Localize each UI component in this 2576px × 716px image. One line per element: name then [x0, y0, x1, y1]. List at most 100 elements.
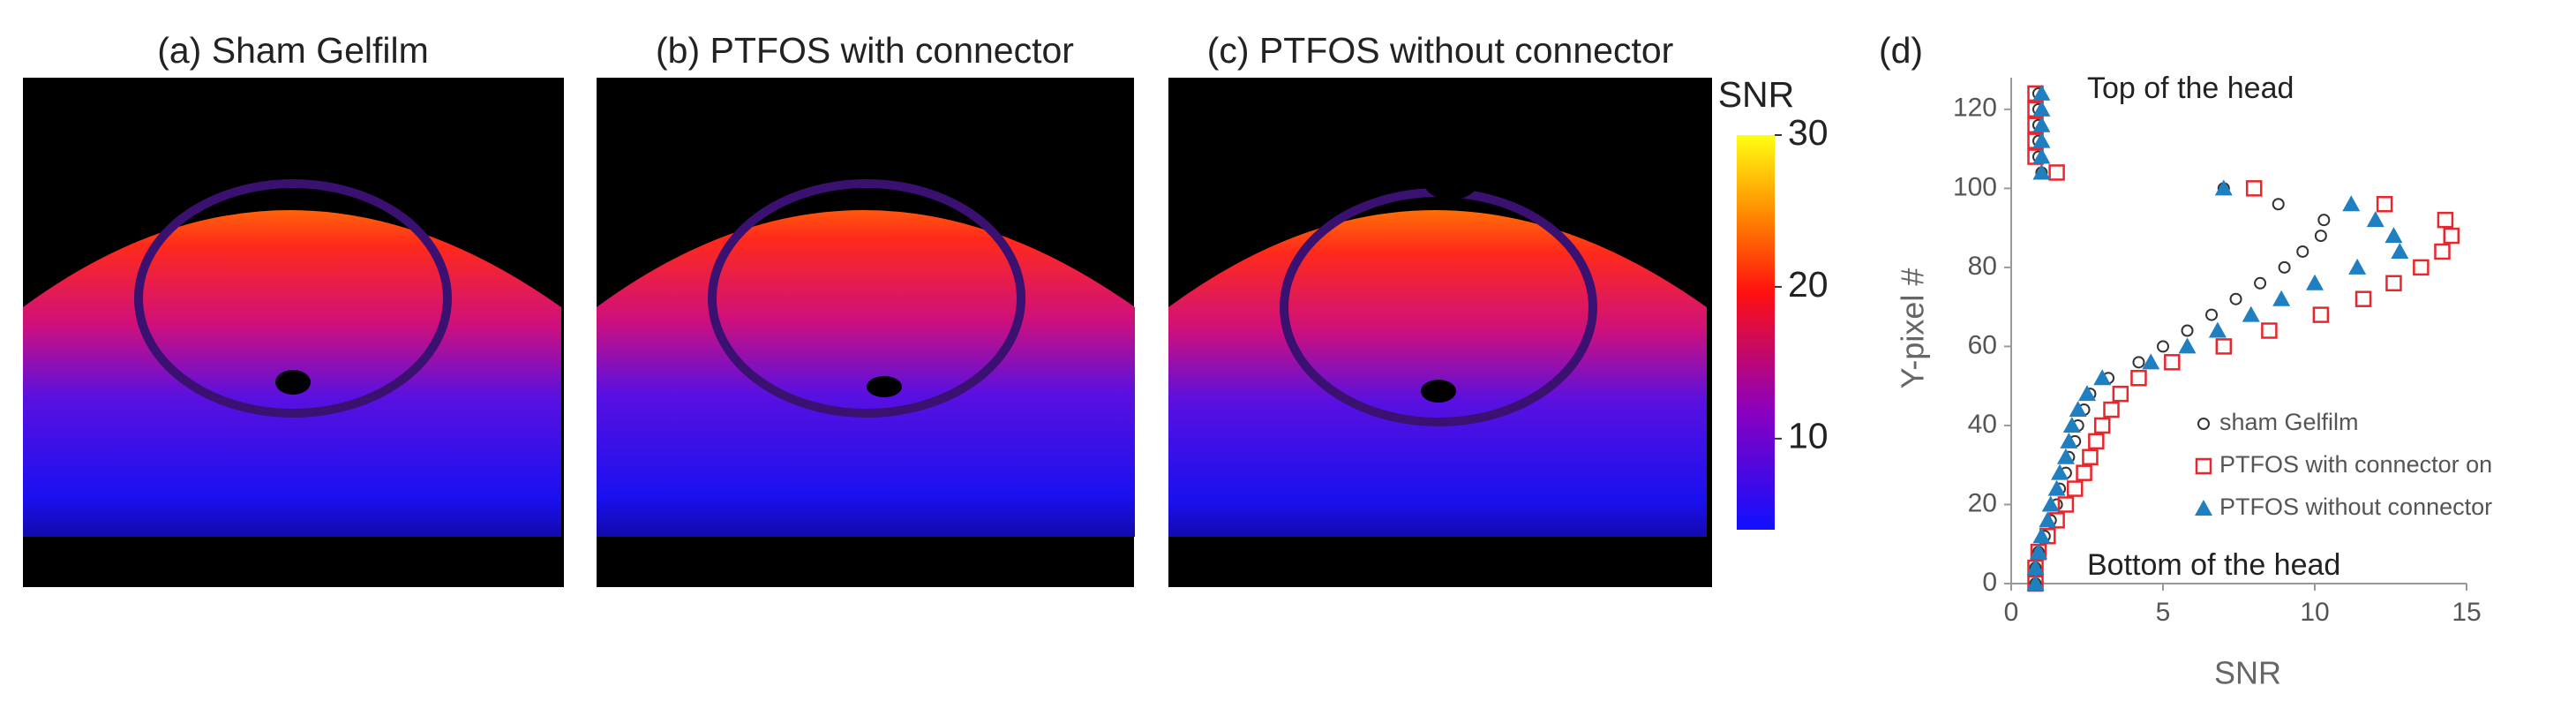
point	[2391, 242, 2409, 259]
point	[2060, 432, 2078, 448]
legend-marker	[2195, 500, 2212, 516]
colorbar-tick-label: 30	[1788, 112, 1829, 153]
point	[2093, 417, 2111, 434]
mri-panel-c	[1168, 78, 1712, 587]
point	[2130, 369, 2147, 387]
legend-marker	[2197, 418, 2210, 430]
y-tick-label: 100	[1953, 172, 1997, 201]
point	[2164, 354, 2181, 371]
point	[2103, 401, 2120, 418]
point	[2342, 195, 2361, 212]
point	[2354, 290, 2372, 307]
point	[2242, 305, 2260, 322]
point	[2215, 338, 2233, 355]
point	[2254, 276, 2267, 290]
point	[2062, 416, 2081, 433]
colorbar-label: SNR	[1718, 74, 1795, 115]
point	[2032, 132, 2051, 148]
point	[2348, 258, 2367, 275]
x-tick-label: 10	[2300, 598, 2329, 627]
point	[2132, 356, 2145, 369]
legend-marker	[2195, 457, 2212, 475]
point	[2205, 308, 2219, 321]
point	[2076, 464, 2092, 481]
point	[2272, 290, 2291, 306]
x-axis-label: SNR	[2214, 655, 2281, 691]
y-tick-label: 20	[1968, 488, 1997, 517]
point	[2437, 211, 2454, 229]
point	[2032, 84, 2051, 101]
point	[2057, 496, 2075, 513]
point	[2317, 214, 2331, 227]
point	[2041, 495, 2060, 512]
point	[2032, 147, 2051, 164]
x-tick-label: 5	[2156, 598, 2171, 627]
point	[2082, 448, 2099, 465]
point	[2029, 543, 2047, 560]
y-tick-label: 60	[1968, 330, 1997, 359]
mri-panel-a	[23, 78, 564, 587]
point	[2026, 559, 2045, 576]
point	[2026, 575, 2045, 591]
point	[2056, 448, 2075, 464]
point	[2112, 385, 2129, 403]
panel-title: (a) Sham Gelfilm	[157, 30, 429, 71]
y-tick-label: 80	[1968, 252, 1997, 281]
panel-label: (d)	[1879, 30, 1923, 71]
y-tick-label: 120	[1953, 94, 1997, 123]
point	[2278, 260, 2291, 274]
panel-title: (b) PTFOS with connector	[656, 30, 1074, 71]
point	[2443, 227, 2460, 245]
legend-label: PTFOS with connector on	[2219, 451, 2492, 478]
point	[2366, 211, 2384, 228]
point	[2272, 198, 2285, 211]
x-tick-label: 0	[2004, 598, 2019, 627]
point	[2245, 180, 2263, 197]
point	[2048, 164, 2065, 181]
point	[2306, 274, 2324, 290]
point	[2039, 511, 2057, 528]
y-axis-label: Y-pixel #	[1895, 268, 1931, 389]
mri-panel-b	[597, 78, 1135, 587]
annotation: Top of the head	[2087, 72, 2294, 105]
point	[2314, 230, 2327, 243]
point	[2312, 306, 2330, 323]
point	[2384, 227, 2403, 244]
point	[2088, 433, 2105, 450]
point	[2032, 527, 2051, 544]
colorbar-tick-label: 10	[1788, 416, 1829, 456]
point	[2142, 353, 2160, 370]
y-tick-label: 40	[1968, 410, 1997, 439]
panel-title: (c) PTFOS without connector	[1207, 30, 1674, 71]
y-tick-label: 0	[1982, 568, 1997, 597]
point	[2261, 322, 2278, 339]
x-tick-label: 15	[2452, 598, 2481, 627]
point	[2032, 100, 2051, 117]
point	[2093, 369, 2112, 386]
point	[2032, 163, 2051, 180]
point	[2078, 385, 2096, 402]
point	[2066, 480, 2084, 497]
point	[2434, 243, 2451, 260]
point	[2208, 321, 2227, 338]
mri-images	[23, 78, 1712, 587]
point	[2214, 179, 2233, 196]
colorbar-tick-label: 20	[1788, 264, 1829, 305]
point	[2296, 245, 2309, 258]
legend-label: PTFOS without connector	[2219, 494, 2492, 520]
point	[2178, 337, 2197, 354]
point	[2181, 324, 2194, 337]
point	[2385, 275, 2402, 292]
legend-label: sham Gelfilm	[2219, 409, 2359, 435]
point	[2051, 464, 2069, 480]
point	[2229, 292, 2242, 305]
point	[2413, 259, 2430, 276]
point	[2047, 479, 2066, 496]
colorbar	[1737, 135, 1775, 530]
point	[2376, 196, 2393, 213]
point	[2069, 401, 2087, 418]
annotation: Bottom of the head	[2087, 548, 2340, 582]
point	[2032, 116, 2051, 132]
